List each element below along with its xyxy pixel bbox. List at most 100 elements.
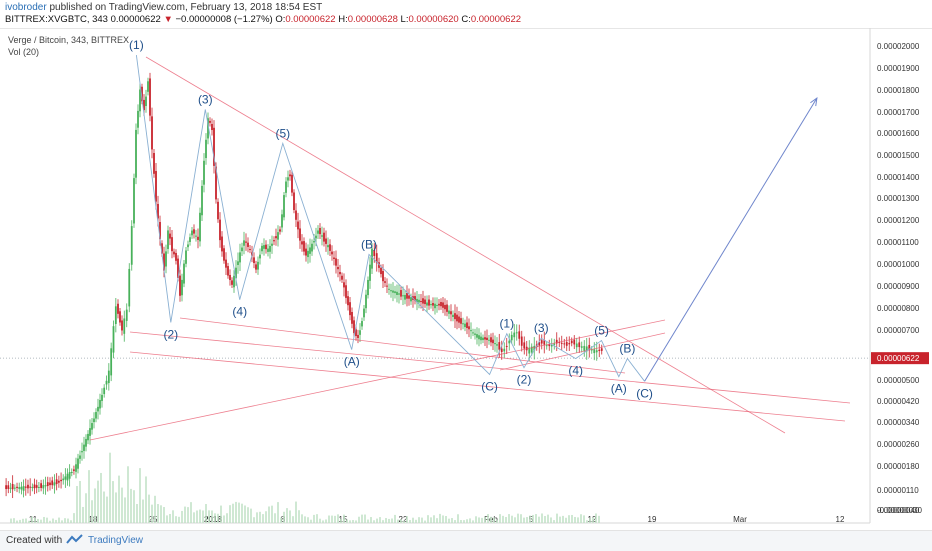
candle-body bbox=[458, 316, 460, 323]
candle-body bbox=[273, 240, 275, 242]
y-tick-label: 0.00001000 bbox=[877, 260, 920, 269]
candle-body bbox=[380, 267, 382, 275]
candle-body bbox=[367, 279, 369, 296]
price-chart[interactable]: 0.00002000 0.00001900 0.00001800 0.00001700… bbox=[0, 28, 932, 530]
y-tick-label: 0.00002000 bbox=[877, 42, 920, 51]
candle-body bbox=[261, 245, 263, 252]
candle-body bbox=[513, 332, 516, 338]
price-change: −0.00000008 (−1.27%) bbox=[175, 14, 273, 25]
candle-body bbox=[31, 486, 34, 488]
candle-body bbox=[523, 342, 526, 349]
candle-body bbox=[570, 340, 573, 344]
candle-body bbox=[353, 320, 355, 334]
author-link[interactable]: ivobroder bbox=[5, 2, 47, 13]
volume-bar bbox=[127, 466, 129, 523]
candle-body bbox=[213, 127, 215, 166]
candle-body bbox=[598, 349, 601, 351]
candle-body bbox=[249, 248, 251, 250]
volume-bar bbox=[163, 507, 165, 523]
candle-body bbox=[492, 339, 494, 344]
volume-bar bbox=[559, 516, 561, 523]
candle-body bbox=[263, 245, 265, 249]
candle-body bbox=[600, 348, 603, 351]
candle-body bbox=[259, 254, 261, 259]
volume-bar bbox=[106, 496, 108, 523]
candle-body bbox=[351, 312, 353, 324]
volume-bar bbox=[142, 499, 144, 523]
candle-body bbox=[450, 311, 452, 315]
wave-label: (1) bbox=[499, 317, 514, 331]
candle-body bbox=[175, 252, 177, 261]
candle-body bbox=[229, 274, 231, 281]
x-tick-label: 25 bbox=[149, 515, 158, 524]
volume-bar bbox=[313, 514, 315, 523]
volume-bar bbox=[289, 510, 291, 523]
candle-body bbox=[181, 279, 183, 296]
chart-legend: Verge / Bitcoin, 343, BITTREX Vol (20) bbox=[8, 34, 129, 58]
x-tick-label: 2018 bbox=[204, 515, 222, 524]
candle-body bbox=[40, 483, 43, 488]
candle-body bbox=[46, 482, 49, 487]
volume-bar bbox=[37, 518, 39, 523]
candle-body bbox=[87, 433, 89, 441]
volume-bar bbox=[31, 516, 33, 523]
volume-bar bbox=[301, 514, 303, 523]
volume-bar bbox=[298, 510, 300, 523]
low-value: 0.00000620 bbox=[408, 14, 459, 25]
volume-bar bbox=[55, 519, 57, 523]
volume-bar bbox=[382, 520, 384, 523]
volume-bar bbox=[175, 516, 177, 523]
candle-body bbox=[335, 258, 337, 266]
candle-body bbox=[402, 295, 404, 297]
candle-body bbox=[275, 236, 277, 239]
volume-bar bbox=[64, 518, 66, 523]
candle-body bbox=[595, 350, 598, 353]
candle-body bbox=[245, 241, 247, 243]
candle-body bbox=[89, 428, 91, 436]
volume-bar bbox=[262, 514, 264, 523]
volume-bar bbox=[553, 520, 555, 523]
tradingview-brand[interactable]: TradingView bbox=[88, 535, 144, 546]
volume-bar bbox=[73, 513, 75, 523]
volume-bar bbox=[397, 519, 399, 523]
candle-body bbox=[533, 345, 536, 351]
candle-body bbox=[505, 345, 508, 347]
candle-body bbox=[466, 322, 468, 329]
candle-body bbox=[177, 258, 179, 279]
candle-body bbox=[384, 281, 386, 283]
candle-body bbox=[420, 301, 422, 303]
candle-body bbox=[203, 160, 205, 185]
y-tick-label: 0.00001900 bbox=[877, 64, 920, 73]
y-tick-label: 0.00000900 bbox=[877, 282, 920, 291]
volume-bar bbox=[292, 516, 294, 523]
candle-body bbox=[490, 337, 492, 343]
candle-body bbox=[337, 267, 339, 270]
candle-body bbox=[442, 302, 444, 308]
x-tick-label: 12 bbox=[836, 515, 845, 524]
candle-body bbox=[247, 242, 249, 247]
volume-bar bbox=[580, 514, 582, 523]
volume-bar bbox=[34, 518, 36, 523]
candle-body bbox=[151, 116, 153, 150]
candle-body bbox=[343, 282, 345, 288]
candle-body bbox=[9, 487, 12, 489]
volume-bar bbox=[463, 520, 465, 523]
elliott-wave-path bbox=[135, 55, 645, 382]
candle-body bbox=[145, 96, 147, 107]
candle-body bbox=[18, 487, 21, 489]
volume-bar bbox=[391, 518, 393, 523]
candle-body bbox=[281, 214, 283, 228]
candle-body bbox=[538, 342, 541, 346]
candle-body bbox=[75, 464, 77, 472]
volume-bar bbox=[136, 504, 138, 523]
candle-body bbox=[207, 118, 209, 139]
candle-body bbox=[333, 257, 335, 259]
candle-body bbox=[365, 294, 367, 309]
publish-info: ivobroder published on TradingView.com, … bbox=[5, 2, 322, 13]
candle-body bbox=[60, 479, 62, 482]
volume-bar bbox=[415, 519, 417, 523]
candle-body bbox=[279, 229, 281, 232]
volume-bar bbox=[61, 520, 63, 523]
volume-bar bbox=[520, 514, 522, 523]
candle-body bbox=[139, 89, 141, 112]
